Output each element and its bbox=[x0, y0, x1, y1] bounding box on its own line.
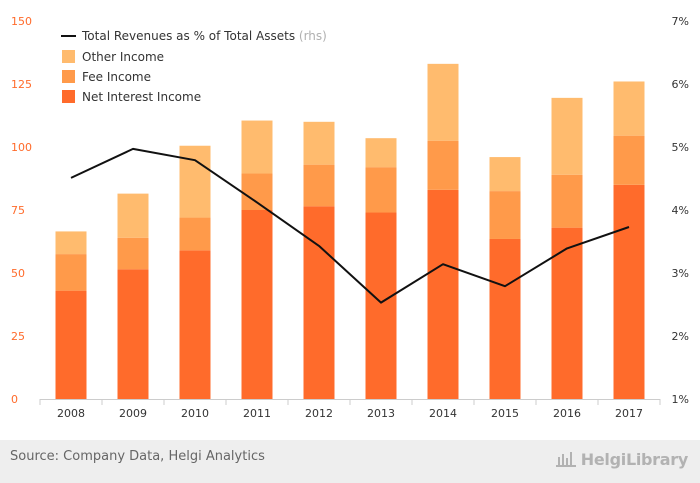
y2-tick-label-6pct: 6% bbox=[672, 78, 689, 91]
bar-other-income-2014 bbox=[427, 63, 459, 141]
y-ticks-left: 0 25 50 75 100 125 150 bbox=[11, 15, 32, 406]
x-tick-label-2016: 2016 bbox=[553, 407, 581, 420]
bar-net-interest-income-2016 bbox=[551, 227, 583, 399]
legend-label-other-income: Other Income bbox=[82, 50, 164, 64]
y2-tick-label-4pct: 4% bbox=[672, 204, 689, 217]
bar-fee-income-2010 bbox=[179, 217, 211, 251]
legend-swatch-net-interest-income bbox=[62, 90, 75, 103]
x-tick-label-2012: 2012 bbox=[305, 407, 333, 420]
bar-net-interest-income-2010 bbox=[179, 250, 211, 399]
x-tick-label-2008: 2008 bbox=[57, 407, 85, 420]
y2-tick-label-7pct: 7% bbox=[672, 15, 689, 28]
bar-fee-income-2013 bbox=[365, 167, 397, 213]
x-tick-label-2014: 2014 bbox=[429, 407, 457, 420]
bar-fee-income-2008 bbox=[55, 254, 87, 291]
logo-text: HelgiLibrary bbox=[580, 449, 689, 469]
y2-tick-label-1pct: 1% bbox=[672, 393, 689, 406]
bar-other-income-2013 bbox=[365, 138, 397, 168]
legend-label-net-interest-income: Net Interest Income bbox=[82, 90, 201, 104]
x-tick-label-2017: 2017 bbox=[615, 407, 643, 420]
y-tick-label-100: 100 bbox=[11, 141, 32, 154]
helgi-library-logo[interactable]: HelgiLibrary bbox=[555, 447, 688, 471]
y-tick-label-75: 75 bbox=[11, 204, 25, 217]
y2-tick-label-5pct: 5% bbox=[672, 141, 689, 154]
y-tick-label-125: 125 bbox=[11, 78, 32, 91]
line-series-layer bbox=[70, 147, 630, 304]
y-tick-label-25: 25 bbox=[11, 330, 25, 343]
footer-bar bbox=[0, 440, 700, 483]
bar-fee-income-2017 bbox=[613, 135, 645, 185]
bar-fee-income-2015 bbox=[489, 191, 521, 239]
bar-fee-income-2009 bbox=[117, 237, 149, 270]
bar-net-interest-income-2012 bbox=[303, 206, 335, 399]
bar-net-interest-income-2017 bbox=[613, 184, 645, 399]
bar-other-income-2011 bbox=[241, 120, 273, 174]
legend-swatch-fee-income bbox=[62, 70, 75, 83]
bars-layer bbox=[55, 63, 645, 399]
legend-swatch-other-income bbox=[62, 50, 75, 63]
y-tick-label-0: 0 bbox=[11, 393, 18, 406]
bar-other-income-2017 bbox=[613, 81, 645, 136]
chart: 2008 2009 2010 2011 2012 2013 2014 2015 2016 2017… bbox=[11, 15, 689, 420]
line-total-revenues-pct-assets bbox=[70, 147, 630, 304]
bar-fee-income-2014 bbox=[427, 140, 459, 190]
x-tick-label-2010: 2010 bbox=[181, 407, 209, 420]
bar-fee-income-2012 bbox=[303, 164, 335, 207]
bar-other-income-2012 bbox=[303, 121, 335, 165]
y-ticks-right: 1% 2% 3% 4% 5% 6% 7% bbox=[672, 15, 689, 406]
x-tick-label-2013: 2013 bbox=[367, 407, 395, 420]
bar-net-interest-income-2013 bbox=[365, 212, 397, 399]
x-ticks: 2008 2009 2010 2011 2012 2013 2014 2015 2016 2017 bbox=[39, 399, 661, 420]
x-tick-label-2015: 2015 bbox=[491, 407, 519, 420]
bar-net-interest-income-2009 bbox=[117, 269, 149, 399]
legend: Total Revenues as % of Total Assets (rhs… bbox=[61, 29, 327, 104]
legend-label-line: Total Revenues as % of Total Assets (rhs… bbox=[81, 29, 327, 43]
x-tick-label-2011: 2011 bbox=[243, 407, 271, 420]
bar-net-interest-income-2014 bbox=[427, 189, 459, 399]
x-tick-label-2009: 2009 bbox=[119, 407, 147, 420]
y2-tick-label-2pct: 2% bbox=[672, 330, 689, 343]
y2-tick-label-3pct: 3% bbox=[672, 267, 689, 280]
bar-net-interest-income-2008 bbox=[55, 290, 87, 399]
legend-label-fee-income: Fee Income bbox=[82, 70, 151, 84]
bar-other-income-2010 bbox=[179, 145, 211, 218]
library-building-icon bbox=[555, 452, 576, 467]
y-tick-label-150: 150 bbox=[11, 15, 32, 28]
bar-other-income-2008 bbox=[55, 231, 87, 255]
bar-fee-income-2016 bbox=[551, 174, 583, 228]
bar-other-income-2009 bbox=[117, 193, 149, 238]
source-note: Source: Company Data, Helgi Analytics bbox=[10, 449, 265, 464]
y-tick-label-50: 50 bbox=[11, 267, 25, 280]
bar-net-interest-income-2011 bbox=[241, 210, 273, 399]
bar-other-income-2015 bbox=[489, 157, 521, 192]
bar-fee-income-2011 bbox=[241, 173, 273, 210]
bar-other-income-2016 bbox=[551, 97, 583, 175]
bar-net-interest-income-2015 bbox=[489, 238, 521, 399]
